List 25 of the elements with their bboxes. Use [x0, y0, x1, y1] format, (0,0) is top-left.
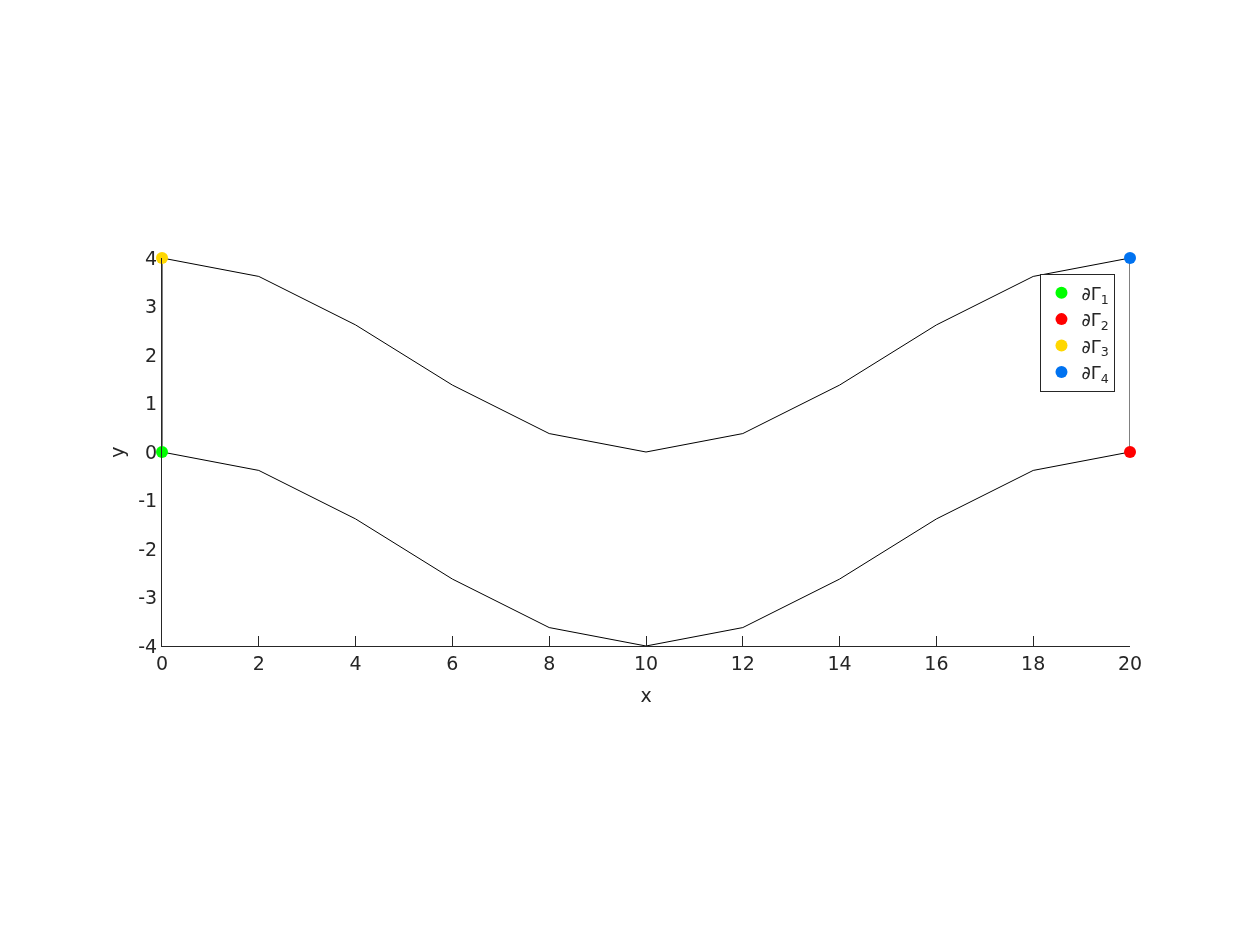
y-tick-label: 2 — [145, 343, 158, 366]
x-tick-label: 18 — [1021, 651, 1046, 674]
legend-label: ∂Γ$_{2}$ — [1081, 309, 1109, 333]
legend-label: ∂Γ$_{3}$ — [1081, 335, 1109, 360]
x-tick-label: 10 — [633, 651, 659, 674]
x-tick-label: 2 — [252, 651, 265, 674]
x-tick-label: 12 — [730, 651, 755, 674]
y-tick-label: 4 — [145, 246, 158, 269]
y-tick-label: -3 — [138, 586, 158, 609]
y-tick-label: -4 — [138, 634, 158, 657]
y-tick-label: 0 — [145, 440, 158, 463]
x-tick-label: 16 — [924, 651, 949, 674]
y-tick-label: -2 — [138, 537, 158, 560]
legend-label: ∂Γ$_{4}$ — [1081, 361, 1109, 386]
x-tick-label: 14 — [827, 651, 852, 674]
y-axis-title: y — [106, 446, 129, 458]
x-tick-label: 6 — [446, 651, 459, 674]
y-tick-label: -1 — [138, 489, 158, 512]
x-tick-label: 20 — [1117, 651, 1143, 674]
x-tick-label: 8 — [543, 651, 556, 674]
x-tick-label: 4 — [349, 651, 362, 674]
y-tick-label: 1 — [145, 392, 158, 415]
y-tick-label: 3 — [145, 295, 158, 318]
legend-label: ∂Γ$_{1}$ — [1081, 282, 1109, 307]
x-axis-title: x — [640, 683, 652, 706]
